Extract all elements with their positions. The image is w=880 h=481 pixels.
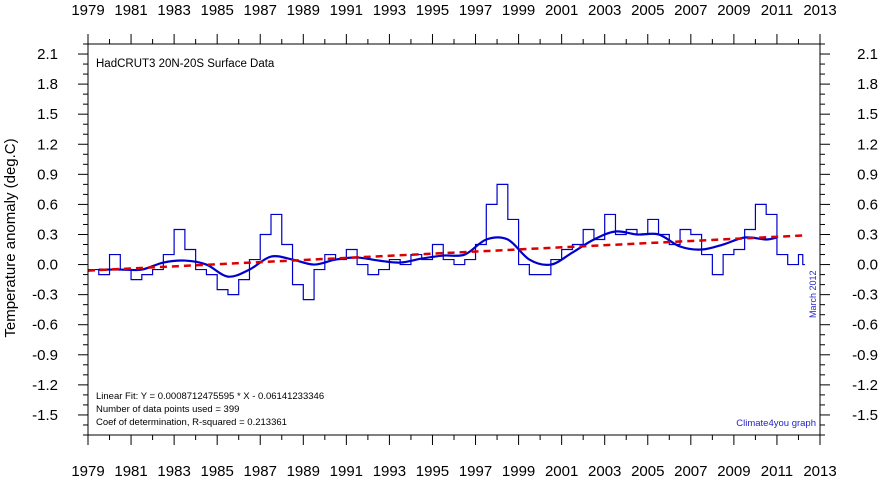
x-tick-label-bottom: 1991 — [330, 463, 363, 480]
y-tick-label-left: 0.6 — [37, 196, 58, 213]
y-tick-label-right: -0.6 — [852, 317, 878, 334]
y-tick-label-left: -1.2 — [32, 377, 58, 394]
y-tick-label-left: 1.5 — [37, 106, 58, 123]
x-tick-label-bottom: 2003 — [588, 463, 621, 480]
y-tick-label-right: -1.2 — [852, 377, 878, 394]
y-tick-label-left: 0.0 — [37, 257, 58, 274]
x-tick-label-top: 2013 — [803, 2, 836, 19]
x-tick-label-top: 1999 — [502, 2, 535, 19]
y-tick-label-right: 0.0 — [857, 257, 878, 274]
x-tick-label-bottom: 2007 — [674, 463, 707, 480]
x-tick-label-bottom: 2001 — [545, 463, 578, 480]
x-tick-label-top: 1991 — [330, 2, 363, 19]
y-tick-label-right: 0.6 — [857, 196, 878, 213]
x-tick-label-top: 1981 — [114, 2, 147, 19]
x-tick-label-top: 1993 — [373, 2, 406, 19]
x-tick-label-bottom: 1989 — [287, 463, 320, 480]
tick-labels: 1979 1979 1981 1981 1983 1983 1985 1985 1987 1987… — [32, 2, 878, 480]
y-tick-label-right: 0.9 — [857, 166, 878, 183]
linear-fit-annotation: Linear Fit: Y = 0.0008712475595 * X - 0.… — [96, 391, 324, 402]
data-points-annotation: Number of data points used = 399 — [96, 404, 239, 415]
x-tick-label-top: 1985 — [200, 2, 233, 19]
y-tick-label-left: 0.3 — [37, 226, 58, 243]
x-tick-label-bottom: 2013 — [803, 463, 836, 480]
y-tick-label-left: 1.2 — [37, 136, 58, 153]
y-tick-label-left: 2.1 — [37, 46, 58, 63]
x-tick-label-top: 2011 — [761, 2, 793, 19]
x-tick-label-bottom: 1985 — [200, 463, 233, 480]
x-tick-label-top: 1997 — [459, 2, 492, 19]
x-tick-label-bottom: 1987 — [244, 463, 277, 480]
r-squared-annotation: Coef of determination, R-squared = 0.213… — [96, 417, 287, 428]
x-tick-label-top: 2003 — [588, 2, 621, 19]
chart-title: HadCRUT3 20N-20S Surface Data — [96, 58, 275, 70]
y-tick-label-right: -0.3 — [852, 287, 878, 304]
x-tick-label-bottom: 1999 — [502, 463, 535, 480]
y-tick-label-right: 2.1 — [857, 46, 878, 63]
plot-frame — [87, 43, 821, 436]
y-tick-label-right: 1.2 — [857, 136, 878, 153]
x-tick-label-bottom: 1979 — [71, 463, 104, 480]
x-tick-label-bottom: 1981 — [114, 463, 147, 480]
x-tick-label-top: 2001 — [545, 2, 578, 19]
y-tick-label-right: 0.3 — [857, 226, 878, 243]
y-tick-label-right: 1.8 — [857, 76, 878, 93]
y-tick-label-left: -0.9 — [32, 347, 58, 364]
series-group — [87, 183, 805, 301]
running-mean-line — [98, 230, 778, 278]
credit-label: Climate4you graph — [736, 418, 816, 429]
x-tick-label-top: 1983 — [157, 2, 190, 19]
x-tick-label-top: 1995 — [416, 2, 449, 19]
x-tick-label-bottom: 1995 — [416, 463, 449, 480]
y-tick-label-left: 1.8 — [37, 76, 58, 93]
y-tick-label-left: -0.3 — [32, 287, 58, 304]
y-tick-label-left: -0.6 — [32, 317, 58, 334]
x-tick-label-bottom: 2011 — [761, 463, 793, 480]
x-tick-label-top: 1979 — [71, 2, 104, 19]
y-tick-label-left: -1.5 — [32, 407, 58, 424]
x-tick-label-bottom: 1997 — [459, 463, 492, 480]
y-axis-title: Temperature anomaly (deg.C) — [2, 138, 19, 337]
x-tick-label-bottom: 2009 — [717, 463, 750, 480]
y-tick-label-right: -1.5 — [852, 407, 878, 424]
x-tick-label-bottom: 1983 — [157, 463, 190, 480]
x-tick-label-top: 1987 — [244, 2, 277, 19]
y-tick-label-right: 1.5 — [857, 106, 878, 123]
x-tick-label-bottom: 2005 — [631, 463, 664, 480]
x-tick-label-bottom: 1993 — [373, 463, 406, 480]
x-tick-label-top: 2005 — [631, 2, 664, 19]
monthly-anomaly-line — [88, 183, 805, 301]
x-tick-label-top: 1989 — [287, 2, 320, 19]
x-tick-label-top: 2007 — [674, 2, 707, 19]
x-tick-label-top: 2009 — [717, 2, 750, 19]
tick-marks — [78, 34, 830, 445]
y-tick-label-left: 0.9 — [37, 166, 58, 183]
date-stamp: March 2012 — [808, 270, 818, 318]
y-tick-label-right: -0.9 — [852, 347, 878, 364]
